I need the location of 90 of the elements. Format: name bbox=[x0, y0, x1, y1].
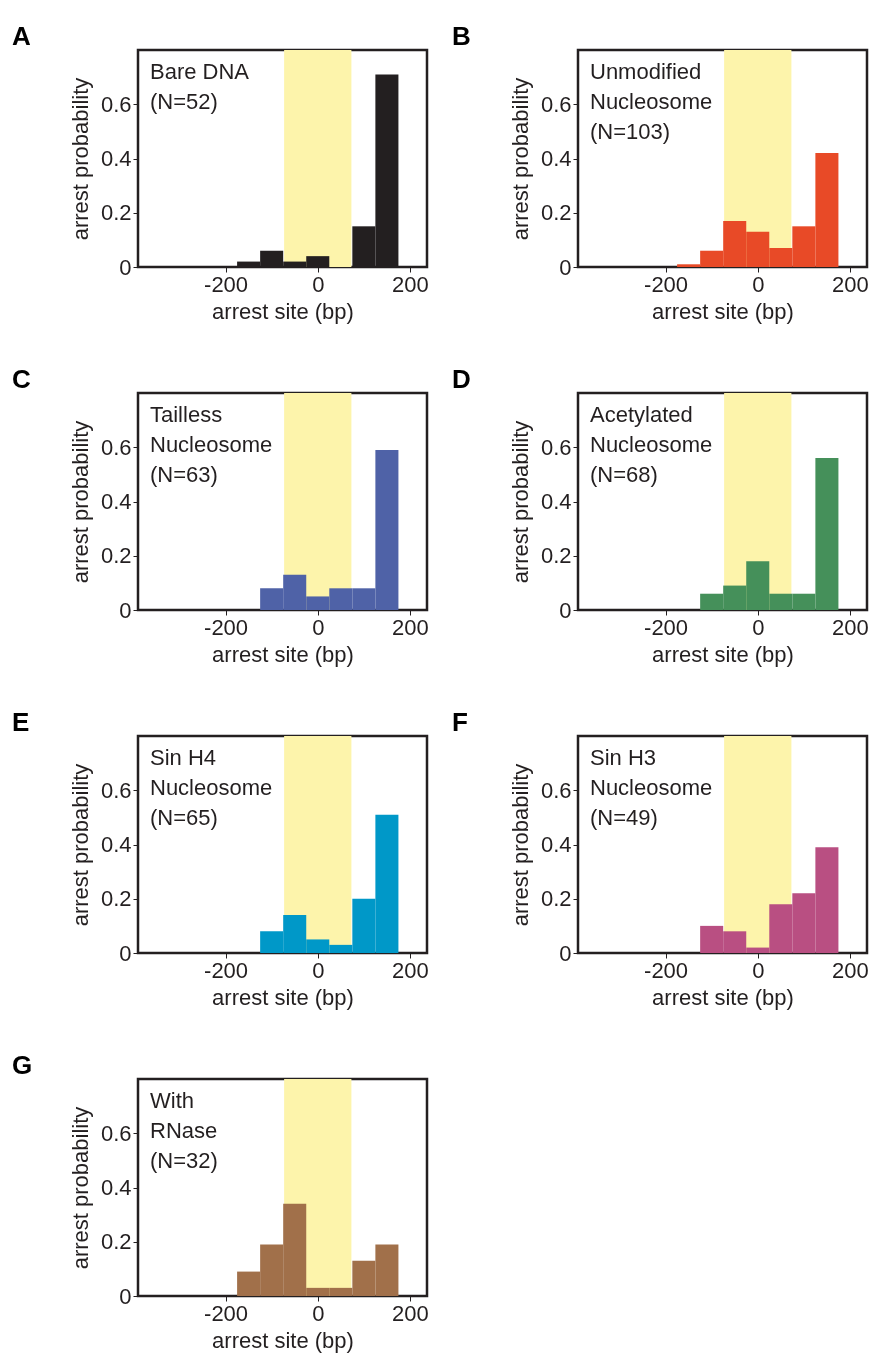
y-axis-title: arrest probability bbox=[507, 763, 533, 927]
annotation: (N=103) bbox=[590, 119, 671, 144]
y-tick-label: 0.4 bbox=[540, 489, 572, 514]
x-tick-label: 200 bbox=[832, 614, 869, 640]
y-tick-label: 0.4 bbox=[100, 832, 132, 857]
annotation: With bbox=[150, 1088, 194, 1113]
y-tick-label: 0.2 bbox=[100, 200, 132, 226]
x-tick-label: 200 bbox=[832, 957, 869, 983]
annotation: Bare DNA bbox=[150, 59, 250, 84]
x-tick-label: -200 bbox=[204, 1300, 249, 1326]
x-tick-label: -200 bbox=[644, 614, 689, 640]
x-tick-label: 200 bbox=[392, 614, 429, 640]
y-tick-label: 0 bbox=[559, 940, 572, 966]
chart-title: E bbox=[12, 707, 30, 737]
y-tick-label: 0 bbox=[559, 597, 572, 623]
x-axis-title: arrest site (bp) bbox=[212, 1327, 354, 1353]
y-tick-label: 0.4 bbox=[100, 1175, 132, 1200]
y-tick-label: 0.6 bbox=[540, 91, 572, 117]
y-tick-label: 0.2 bbox=[540, 543, 572, 569]
x-axis-title: arrest site (bp) bbox=[652, 298, 794, 324]
x-tick-label: -200 bbox=[204, 271, 249, 297]
chart-title: F bbox=[452, 707, 468, 737]
chart-title: C bbox=[12, 364, 31, 394]
x-axis-title: arrest site (bp) bbox=[652, 641, 794, 667]
y-tick-label: 0.4 bbox=[100, 489, 132, 514]
x-tick-label: 200 bbox=[392, 957, 429, 983]
annotation: (N=65) bbox=[150, 805, 218, 830]
y-tick-label: 0.2 bbox=[540, 886, 572, 912]
y-tick-label: 0.4 bbox=[540, 832, 572, 857]
x-axis-title: arrest site (bp) bbox=[652, 984, 794, 1010]
x-tick-label: -200 bbox=[204, 614, 249, 640]
chart-title: B bbox=[452, 21, 471, 51]
chart-title: D bbox=[452, 364, 471, 394]
y-tick-label: 0 bbox=[119, 1283, 132, 1309]
y-tick-label: 0.6 bbox=[540, 777, 572, 803]
y-tick-label: 0.6 bbox=[100, 1120, 132, 1146]
x-tick-label: 0 bbox=[312, 1300, 325, 1326]
x-tick-label: 0 bbox=[312, 271, 325, 297]
annotation: (N=49) bbox=[590, 805, 658, 830]
y-tick-label: 0 bbox=[119, 597, 132, 623]
y-axis-title: arrest probability bbox=[67, 763, 93, 927]
x-tick-label: -200 bbox=[644, 957, 689, 983]
y-tick-label: 0.4 bbox=[540, 146, 572, 171]
x-tick-label: 0 bbox=[312, 614, 325, 640]
annotation: (N=68) bbox=[590, 462, 658, 487]
annotation: Nucleosome bbox=[150, 775, 273, 800]
y-axis-title: arrest probability bbox=[67, 420, 93, 584]
annotation: RNase bbox=[150, 1118, 218, 1143]
annotation: (N=32) bbox=[150, 1148, 218, 1173]
annotation: Nucleosome bbox=[590, 775, 713, 800]
y-tick-label: 0.2 bbox=[540, 200, 572, 226]
y-tick-label: 0.6 bbox=[540, 434, 572, 460]
annotation: Nucleosome bbox=[150, 432, 273, 457]
x-axis-title: arrest site (bp) bbox=[212, 641, 354, 667]
x-axis-title: arrest site (bp) bbox=[212, 984, 354, 1010]
chart-title: G bbox=[12, 1050, 33, 1080]
annotation: (N=63) bbox=[150, 462, 218, 487]
x-tick-label: 0 bbox=[752, 614, 765, 640]
y-tick-label: 0 bbox=[559, 254, 572, 280]
y-axis-title: arrest probability bbox=[507, 77, 533, 241]
y-tick-label: 0.2 bbox=[100, 886, 132, 912]
annotation: Unmodified bbox=[590, 59, 702, 84]
y-tick-label: 0.6 bbox=[100, 777, 132, 803]
y-tick-label: 0.2 bbox=[100, 543, 132, 569]
x-tick-label: 0 bbox=[752, 957, 765, 983]
y-tick-label: 0 bbox=[119, 254, 132, 280]
x-tick-label: -200 bbox=[204, 957, 249, 983]
y-tick-label: 0.4 bbox=[100, 146, 132, 171]
annotation: Sin H3 bbox=[590, 745, 657, 770]
x-tick-label: 200 bbox=[392, 271, 429, 297]
x-tick-label: 0 bbox=[312, 957, 325, 983]
x-tick-label: 0 bbox=[752, 271, 765, 297]
y-tick-label: 0.2 bbox=[100, 1229, 132, 1255]
annotation: Acetylated bbox=[590, 402, 693, 427]
annotation: Tailless bbox=[150, 402, 223, 427]
chart-title: A bbox=[12, 21, 31, 51]
annotation: Sin H4 bbox=[150, 745, 217, 770]
y-axis-title: arrest probability bbox=[67, 1106, 93, 1270]
x-axis-title: arrest site (bp) bbox=[212, 298, 354, 324]
y-tick-label: 0.6 bbox=[100, 91, 132, 117]
annotation: Nucleosome bbox=[590, 432, 713, 457]
x-tick-label: 200 bbox=[832, 271, 869, 297]
x-tick-label: -200 bbox=[644, 271, 689, 297]
y-tick-label: 0.6 bbox=[100, 434, 132, 460]
y-tick-label: 0 bbox=[119, 940, 132, 966]
y-axis-title: arrest probability bbox=[507, 420, 533, 584]
annotation: (N=52) bbox=[150, 89, 218, 114]
y-axis-title: arrest probability bbox=[67, 77, 93, 241]
x-tick-label: 200 bbox=[392, 1300, 429, 1326]
annotation: Nucleosome bbox=[590, 89, 713, 114]
